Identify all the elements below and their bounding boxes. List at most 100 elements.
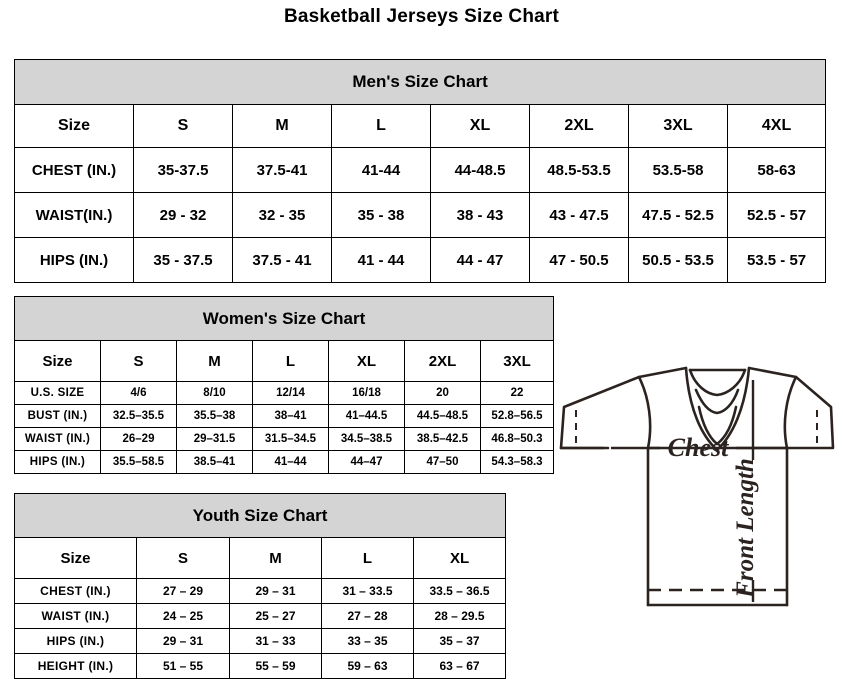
mens-hips-3xl: 50.5 - 53.5 [628, 237, 728, 283]
page-title: Basketball Jerseys Size Chart [283, 6, 560, 27]
table-row: HIPS (IN.) 35.5–58.5 38.5–41 41–44 44–47… [14, 450, 555, 474]
youth-height-m: 55 – 59 [229, 653, 322, 679]
youth-col-header-s: S [136, 537, 230, 579]
front-length-measure-label: Front Length [732, 458, 759, 599]
womens-bust-xl: 41–44.5 [328, 404, 405, 428]
womens-hips-2xl: 47–50 [404, 450, 481, 474]
youth-row-label-hips: HIPS (IN.) [14, 628, 137, 654]
youth-col-header-xl: XL [412, 537, 507, 579]
table-row: WAIST (IN.) 26–29 29–31.5 31.5–34.5 34.5… [14, 427, 555, 451]
youth-row-label-chest: CHEST (IN.) [14, 578, 137, 604]
youth-hips-s: 29 – 31 [136, 628, 230, 654]
mens-col-header-3xl: 3XL [628, 104, 728, 148]
youth-col-header-m: M [229, 537, 322, 579]
womens-ussize-3xl: 22 [479, 381, 555, 405]
youth-waist-m: 25 – 27 [229, 603, 322, 629]
womens-waist-3xl: 46.8–50.3 [479, 427, 555, 451]
mens-row-label-hips: HIPS (IN.) [14, 237, 134, 283]
youth-size-chart-table: Youth Size Chart Size S M L XL CHEST (IN… [13, 493, 507, 679]
womens-bust-m: 35.5–38 [176, 404, 253, 428]
womens-waist-s: 26–29 [100, 427, 177, 451]
mens-waist-2xl: 43 - 47.5 [529, 192, 629, 238]
mens-col-header-4xl: 4XL [726, 104, 827, 148]
table-row: WAIST (IN.) 24 – 25 25 – 27 27 – 28 28 –… [14, 603, 507, 629]
womens-bust-s: 32.5–35.5 [100, 404, 177, 428]
mens-col-header-l: L [331, 104, 431, 148]
mens-row-label-chest: CHEST (IN.) [14, 147, 134, 193]
youth-height-xl: 63 – 67 [412, 653, 507, 679]
table-row: HIPS (IN.) 35 - 37.5 37.5 - 41 41 - 44 4… [14, 237, 827, 283]
womens-waist-xl: 34.5–38.5 [328, 427, 405, 451]
mens-waist-xl: 38 - 43 [430, 192, 530, 238]
womens-ussize-2xl: 20 [404, 381, 481, 405]
mens-chest-l: 41-44 [331, 147, 431, 193]
womens-col-header-m: M [176, 340, 253, 382]
womens-row-label-bust: BUST (IN.) [14, 404, 101, 428]
mens-chest-xl: 44-48.5 [430, 147, 530, 193]
youth-height-l: 59 – 63 [321, 653, 414, 679]
womens-row-label-us-size: U.S. SIZE [14, 381, 101, 405]
chest-measure-label: Chest [668, 433, 729, 462]
jersey-measurement-diagram: Chest Front Length [556, 352, 836, 652]
mens-chest-3xl: 53.5-58 [628, 147, 728, 193]
mens-col-header-xl: XL [430, 104, 530, 148]
womens-row-label-hips: HIPS (IN.) [14, 450, 101, 474]
womens-hips-s: 35.5–58.5 [100, 450, 177, 474]
mens-chest-2xl: 48.5-53.5 [529, 147, 629, 193]
youth-chest-s: 27 – 29 [136, 578, 230, 604]
mens-row-label-waist: WAIST(IN.) [14, 192, 134, 238]
womens-row-label-waist: WAIST (IN.) [14, 427, 101, 451]
womens-hips-3xl: 54.3–58.3 [479, 450, 555, 474]
womens-bust-2xl: 44.5–48.5 [404, 404, 481, 428]
table-row: WAIST(IN.) 29 - 32 32 - 35 35 - 38 38 - … [14, 192, 827, 238]
table-row: HIPS (IN.) 29 – 31 31 – 33 33 – 35 35 – … [14, 628, 507, 654]
youth-hips-l: 33 – 35 [321, 628, 414, 654]
youth-waist-xl: 28 – 29.5 [412, 603, 507, 629]
womens-header-row: Size S M L XL 2XL 3XL [14, 340, 555, 382]
womens-bust-l: 38–41 [252, 404, 329, 428]
womens-ussize-xl: 16/18 [328, 381, 405, 405]
youth-hips-xl: 35 – 37 [412, 628, 507, 654]
mens-hips-l: 41 - 44 [331, 237, 431, 283]
mens-chest-m: 37.5-41 [232, 147, 332, 193]
youth-chest-l: 31 – 33.5 [321, 578, 414, 604]
table-row: CHEST (IN.) 27 – 29 29 – 31 31 – 33.5 33… [14, 578, 507, 604]
youth-col-header-l: L [321, 537, 414, 579]
mens-col-header-s: S [133, 104, 233, 148]
youth-waist-s: 24 – 25 [136, 603, 230, 629]
womens-col-header-3xl: 3XL [479, 340, 555, 382]
youth-header-row: Size S M L XL [14, 537, 507, 579]
sleeve-stitch-lines [575, 410, 818, 448]
table-row: BUST (IN.) 32.5–35.5 35.5–38 38–41 41–44… [14, 404, 555, 428]
womens-waist-l: 31.5–34.5 [252, 427, 329, 451]
mens-size-chart-table: Men's Size Chart Size S M L XL 2XL 3XL 4… [13, 59, 827, 283]
mens-hips-s: 35 - 37.5 [133, 237, 233, 283]
womens-col-header-xl: XL [328, 340, 405, 382]
youth-table-title: Youth Size Chart [13, 493, 507, 538]
womens-table-title: Women's Size Chart [13, 296, 555, 341]
womens-hips-xl: 44–47 [328, 450, 405, 474]
womens-col-header-2xl: 2XL [404, 340, 481, 382]
mens-header-row: Size S M L XL 2XL 3XL 4XL [14, 104, 827, 148]
mens-table-title: Men's Size Chart [13, 59, 827, 105]
youth-row-label-waist: WAIST (IN.) [14, 603, 137, 629]
mens-hips-4xl: 53.5 - 57 [726, 237, 827, 283]
mens-waist-m: 32 - 35 [232, 192, 332, 238]
mens-col-header-2xl: 2XL [529, 104, 629, 148]
mens-waist-4xl: 52.5 - 57 [726, 192, 827, 238]
womens-col-header-size: Size [14, 340, 101, 382]
womens-col-header-l: L [252, 340, 329, 382]
womens-hips-m: 38.5–41 [176, 450, 253, 474]
jersey-shirt-outline [559, 366, 835, 607]
youth-hips-m: 31 – 33 [229, 628, 322, 654]
mens-col-header-size: Size [14, 104, 134, 148]
womens-col-header-s: S [100, 340, 177, 382]
mens-waist-l: 35 - 38 [331, 192, 431, 238]
mens-hips-xl: 44 - 47 [430, 237, 530, 283]
womens-ussize-m: 8/10 [176, 381, 253, 405]
table-row: CHEST (IN.) 35-37.5 37.5-41 41-44 44-48.… [14, 147, 827, 193]
youth-waist-l: 27 – 28 [321, 603, 414, 629]
womens-hips-l: 41–44 [252, 450, 329, 474]
table-row: U.S. SIZE 4/6 8/10 12/14 16/18 20 22 [14, 381, 555, 405]
mens-chest-s: 35-37.5 [133, 147, 233, 193]
